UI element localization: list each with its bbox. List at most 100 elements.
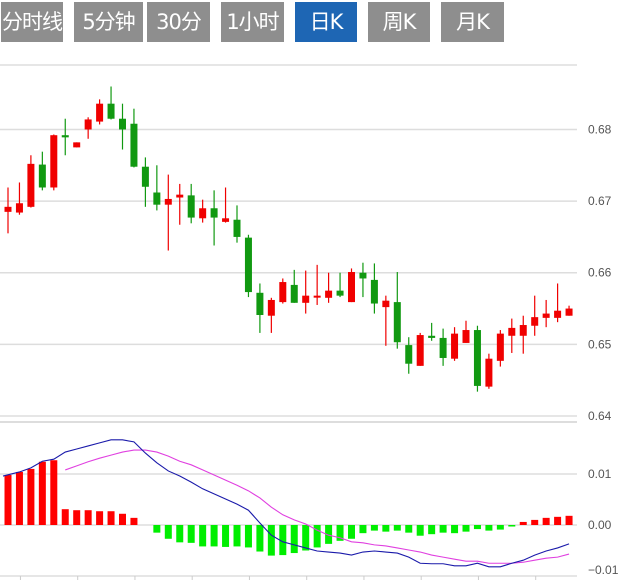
macd-bar xyxy=(84,510,92,525)
macd-bar xyxy=(393,525,401,531)
candle-up xyxy=(565,308,573,316)
tab-1hour[interactable]: 1小时 xyxy=(221,2,284,42)
candle-up xyxy=(222,218,230,222)
tab-5min[interactable]: 5分钟 xyxy=(74,2,143,42)
macd-bar xyxy=(256,525,264,552)
candle-down xyxy=(370,279,378,304)
macd-bar xyxy=(473,525,481,530)
candle-down xyxy=(244,237,252,293)
macd-bar xyxy=(382,525,390,532)
candle-up xyxy=(451,333,459,359)
candle-up xyxy=(416,335,424,366)
tab-weekly-k[interactable]: 周K xyxy=(368,2,430,42)
macd-bar xyxy=(222,525,230,547)
candle-up xyxy=(519,325,527,336)
macd-bar xyxy=(313,525,321,548)
candle-down xyxy=(428,335,436,338)
candle-down xyxy=(336,290,344,296)
candle-down xyxy=(187,195,195,218)
price-grid: 0.68 0.67 0.66 0.65 0.64 xyxy=(0,64,612,423)
tab-timeshare[interactable]: 分时线 xyxy=(1,2,63,42)
macd-bar xyxy=(4,475,12,525)
macd-bar xyxy=(405,525,413,533)
candle-down xyxy=(359,272,367,279)
candle-up xyxy=(199,208,207,219)
tab-monthly-k[interactable]: 月K xyxy=(441,2,504,42)
candle-up xyxy=(73,142,81,148)
candle-up xyxy=(542,313,550,318)
price-tick-label: 0.64 xyxy=(588,409,612,423)
candle-down xyxy=(256,292,264,315)
macd-bar xyxy=(439,525,447,533)
macd-bar xyxy=(38,461,46,525)
candle-up xyxy=(50,135,58,188)
macd-bar xyxy=(565,515,573,525)
candle-down xyxy=(119,118,126,130)
candle-up xyxy=(462,330,470,343)
candle-up xyxy=(348,272,355,303)
macd-bar xyxy=(279,525,287,556)
candle-up xyxy=(302,295,310,303)
candle-up xyxy=(313,295,321,298)
macd-bar xyxy=(210,525,218,547)
macd-bar xyxy=(96,511,104,525)
macd-bar xyxy=(199,525,207,547)
candle-up xyxy=(496,333,504,361)
candle-up xyxy=(531,317,539,326)
dif-line xyxy=(2,439,570,568)
macd-tick-label: 0.00 xyxy=(588,518,612,532)
candle-up xyxy=(176,194,184,198)
tab-30min[interactable]: 30分钟 xyxy=(147,2,210,74)
macd-bar xyxy=(187,525,195,543)
tab-daily-k[interactable]: 日K xyxy=(295,2,357,42)
macd-bar xyxy=(554,516,562,525)
period-tabs: 分时线 5分钟 30分钟 1小时 日K 周K 月K xyxy=(0,2,628,74)
candle-up xyxy=(164,198,172,205)
macd-bar xyxy=(290,525,298,554)
macd-bar xyxy=(416,525,424,536)
candle-up xyxy=(554,310,562,318)
macd-bar xyxy=(462,525,470,532)
macd-bar xyxy=(119,513,126,525)
candle-down xyxy=(61,135,69,138)
candle-down xyxy=(290,284,298,303)
macd-bar xyxy=(508,525,516,527)
macd-bar xyxy=(370,525,378,531)
candle-down xyxy=(153,192,161,205)
candle-up xyxy=(96,103,104,122)
price-tick-label: 0.66 xyxy=(588,266,612,280)
macd-bar xyxy=(428,525,436,535)
candle-down xyxy=(393,302,401,343)
candle-up xyxy=(4,206,12,212)
macd-bar xyxy=(176,525,184,543)
macd-tick-label: −0.01 xyxy=(588,563,619,577)
macd-bar xyxy=(302,525,310,551)
macd-bar xyxy=(164,525,172,539)
macd-bar xyxy=(244,525,252,548)
candle-up xyxy=(485,358,493,387)
macd-bar xyxy=(451,525,459,534)
macd-bar xyxy=(496,525,504,530)
candle-down xyxy=(141,166,149,187)
macd-histogram xyxy=(4,460,573,556)
candle-up xyxy=(84,119,92,130)
macd-bar xyxy=(325,525,333,544)
macd-bar xyxy=(531,519,539,525)
candle-up xyxy=(279,282,287,303)
macd-bar xyxy=(519,521,527,525)
candle-down xyxy=(233,219,241,237)
candle-up xyxy=(15,203,23,213)
macd-bar xyxy=(267,525,275,556)
candle-down xyxy=(405,345,413,364)
macd-bar xyxy=(107,511,115,525)
macd-bar xyxy=(27,468,35,525)
candlesticks xyxy=(4,86,573,392)
macd-bar xyxy=(61,509,69,525)
macd-bar xyxy=(485,525,493,531)
macd-lines xyxy=(2,439,570,568)
macd-grid: 0.01 0.00 −0.01 xyxy=(0,421,619,580)
macd-tick-label: 0.01 xyxy=(588,467,612,481)
candle-down xyxy=(107,103,115,119)
candle-up xyxy=(27,163,35,207)
